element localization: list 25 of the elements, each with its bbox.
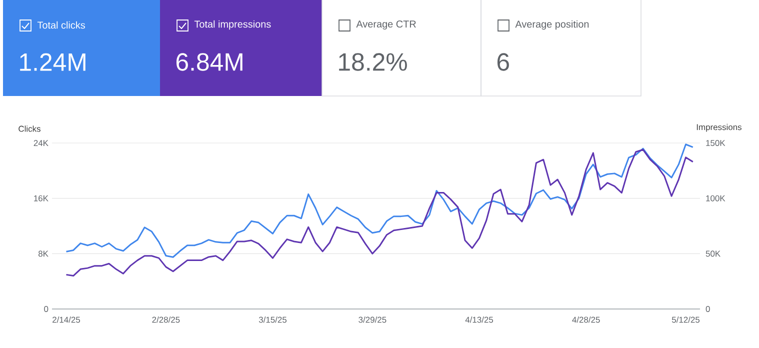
y2-tick-label: 50K	[706, 250, 720, 257]
x-tick-label: 3/29/25	[358, 316, 386, 323]
y2-tick-label: 0	[706, 306, 710, 312]
text: Total clicks	[37, 21, 85, 29]
x-tick-label: 4/28/25	[572, 316, 600, 323]
text: 18.2%	[339, 53, 407, 71]
y2-tick-label: 150K	[706, 140, 726, 146]
text: 6	[497, 53, 509, 71]
text: Average position	[515, 20, 589, 30]
text: Total impressions	[194, 20, 271, 30]
text: 1.24M	[20, 53, 86, 71]
x-tick-label: 2/14/25	[52, 316, 80, 323]
x-tick-label: 4/13/25	[465, 316, 494, 323]
x-tick-label: 3/15/25	[258, 316, 287, 323]
y-axis-title: Clicks	[18, 126, 40, 132]
text: Average CTR	[356, 20, 416, 30]
y2-axis-title: Impressions	[696, 124, 742, 132]
y-tick-label: 24K	[34, 140, 48, 146]
x-tick-label: 5/12/25	[672, 316, 700, 323]
y-tick-label: 8K	[38, 250, 48, 257]
text: 6.84M	[176, 53, 242, 71]
y-tick-label: 16K	[34, 195, 48, 202]
y-tick-label: 0	[44, 306, 48, 312]
y2-tick-label: 100K	[706, 195, 726, 202]
x-tick-label: 2/28/25	[152, 316, 180, 323]
